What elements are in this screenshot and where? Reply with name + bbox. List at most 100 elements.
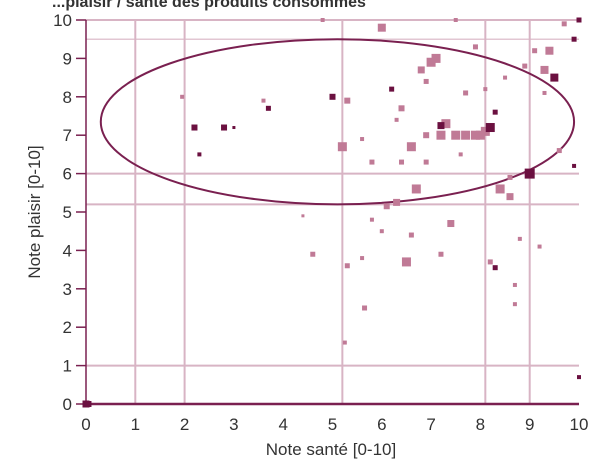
data-point	[512, 282, 517, 287]
data-point	[310, 251, 316, 257]
data-point	[441, 119, 451, 129]
data-point	[576, 17, 582, 23]
data-point	[399, 159, 405, 165]
y-tick-label: 3	[63, 280, 72, 299]
y-tick-label: 1	[63, 357, 72, 376]
data-point	[542, 90, 547, 95]
data-point	[447, 220, 455, 228]
data-point	[556, 148, 562, 154]
data-point	[406, 142, 416, 152]
data-point	[503, 75, 508, 80]
data-point	[451, 130, 461, 140]
x-tick-label: 10	[570, 415, 589, 434]
data-point	[561, 21, 567, 27]
y-tick-label: 6	[63, 165, 72, 184]
data-point	[423, 132, 430, 139]
x-tick-label: 6	[377, 415, 386, 434]
data-point	[470, 130, 480, 140]
data-point	[540, 65, 549, 74]
data-point	[436, 130, 446, 140]
data-point	[180, 94, 185, 99]
data-point	[485, 123, 495, 133]
data-point	[261, 98, 266, 103]
data-point	[532, 48, 538, 54]
data-point	[487, 259, 493, 265]
data-point	[550, 73, 559, 82]
x-tick-label: 7	[426, 415, 435, 434]
chart-title-clipped: ...plaisir / santé des produits consommé…	[52, 0, 366, 11]
x-tick-labels: 0 1 2 3 4 5 6 7 8 9 10	[81, 415, 588, 434]
data-point	[537, 244, 542, 249]
data-point	[408, 232, 414, 238]
highlight-ellipse	[99, 38, 576, 206]
data-point	[191, 124, 198, 131]
data-point	[197, 152, 202, 157]
y-tick-labels: 0 1 2 3 4 5 6 7 8 9 10	[53, 11, 86, 414]
data-point	[492, 265, 498, 271]
data-point	[360, 256, 365, 261]
data-point	[572, 163, 577, 168]
x-tick-label: 3	[229, 415, 238, 434]
data-point	[483, 87, 488, 92]
x-axis-title: Note santé [0-10]	[266, 440, 396, 459]
data-point	[398, 105, 405, 112]
data-point	[480, 126, 490, 136]
data-point	[320, 18, 325, 22]
y-tick-label: 4	[63, 241, 72, 260]
data-point	[362, 305, 368, 311]
data-point	[360, 137, 365, 142]
data-point	[221, 124, 228, 131]
data-point	[437, 122, 445, 130]
data-point	[344, 97, 351, 104]
data-point	[426, 57, 436, 67]
data-point	[369, 217, 374, 222]
data-point	[232, 126, 236, 130]
y-axis-title: Note plaisir [0-10]	[25, 145, 44, 278]
data-point	[571, 36, 577, 42]
y-tick-label: 0	[63, 395, 72, 414]
data-point	[393, 198, 401, 206]
data-point	[517, 236, 522, 241]
data-point	[577, 375, 581, 380]
data-point	[522, 63, 528, 69]
data-point	[507, 174, 513, 180]
data-point	[377, 23, 386, 32]
x-tick-label: 1	[131, 415, 140, 434]
y-tick-label: 7	[63, 126, 72, 145]
data-point	[337, 142, 347, 152]
data-point	[524, 168, 535, 179]
data-point	[411, 184, 421, 194]
data-point	[369, 159, 375, 165]
gridlines	[86, 19, 579, 404]
data-point	[506, 193, 514, 201]
data-point	[423, 159, 429, 165]
x-tick-label: 4	[278, 415, 287, 434]
data-point	[383, 203, 390, 210]
data-point	[394, 117, 399, 122]
data-point	[344, 263, 350, 269]
data-point	[417, 66, 425, 74]
data-point	[438, 251, 444, 257]
data-point	[379, 229, 384, 234]
data-points	[82, 17, 582, 408]
x-tick-label: 8	[476, 415, 485, 434]
data-point	[301, 214, 305, 218]
data-point	[512, 302, 517, 307]
data-point	[495, 184, 505, 194]
y-tick-label: 8	[63, 88, 72, 107]
y-tick-label: 5	[63, 203, 72, 222]
data-point	[401, 257, 411, 267]
data-point	[463, 90, 469, 96]
data-point	[453, 18, 458, 22]
data-point	[461, 130, 471, 140]
y-tick-label: 10	[53, 11, 72, 30]
data-point	[342, 340, 347, 345]
data-point	[475, 130, 485, 140]
x-tick-label: 5	[328, 415, 337, 434]
data-point	[329, 93, 336, 100]
data-point	[431, 53, 441, 63]
x-tick-label: 0	[81, 415, 90, 434]
x-tick-label: 9	[525, 415, 534, 434]
data-point	[85, 401, 92, 407]
